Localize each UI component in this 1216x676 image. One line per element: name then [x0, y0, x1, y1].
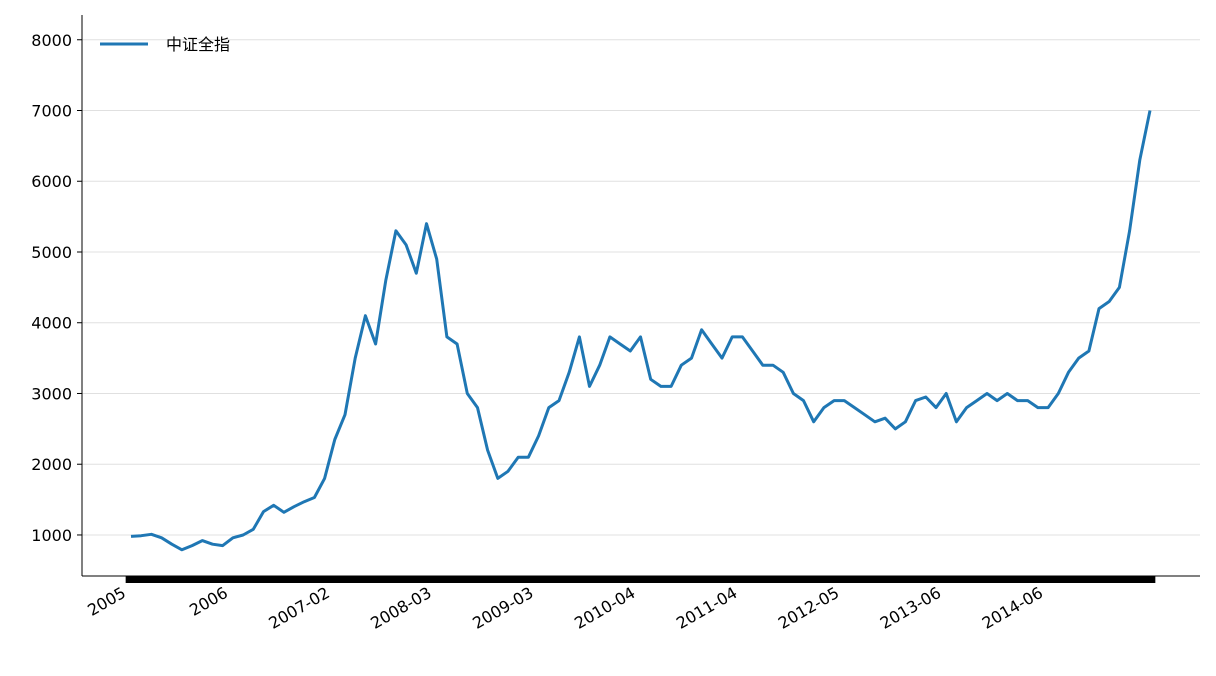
- x-tick-label: 2007-02: [265, 583, 332, 633]
- x-tick-label: 2009-03: [469, 583, 536, 633]
- x-tick-label: 2006: [186, 583, 231, 620]
- line: [130, 110, 1152, 552]
- x-tick-label: 2005: [84, 583, 129, 620]
- x-tick-label: 2008-03: [367, 583, 434, 633]
- y-tick-label: 5000: [31, 243, 72, 262]
- y-tick-label: 1000: [31, 526, 72, 545]
- x-tick-label: 2014-06: [979, 583, 1046, 633]
- x-tick-label: 2012-05: [775, 583, 842, 633]
- legend-label: 中证全指: [166, 35, 230, 54]
- y-tick-label: 3000: [31, 384, 72, 403]
- x-tick-label: 2010-04: [571, 583, 638, 633]
- y-tick-label: 2000: [31, 455, 72, 474]
- x-tick-label: 2013-06: [877, 583, 944, 633]
- y-tick-label: 6000: [31, 172, 72, 191]
- y-tick-label: 4000: [31, 314, 72, 333]
- y-tick-label: 8000: [31, 31, 72, 50]
- y-tick-label: 7000: [31, 102, 72, 121]
- x-tick-label: 2011-04: [673, 583, 740, 633]
